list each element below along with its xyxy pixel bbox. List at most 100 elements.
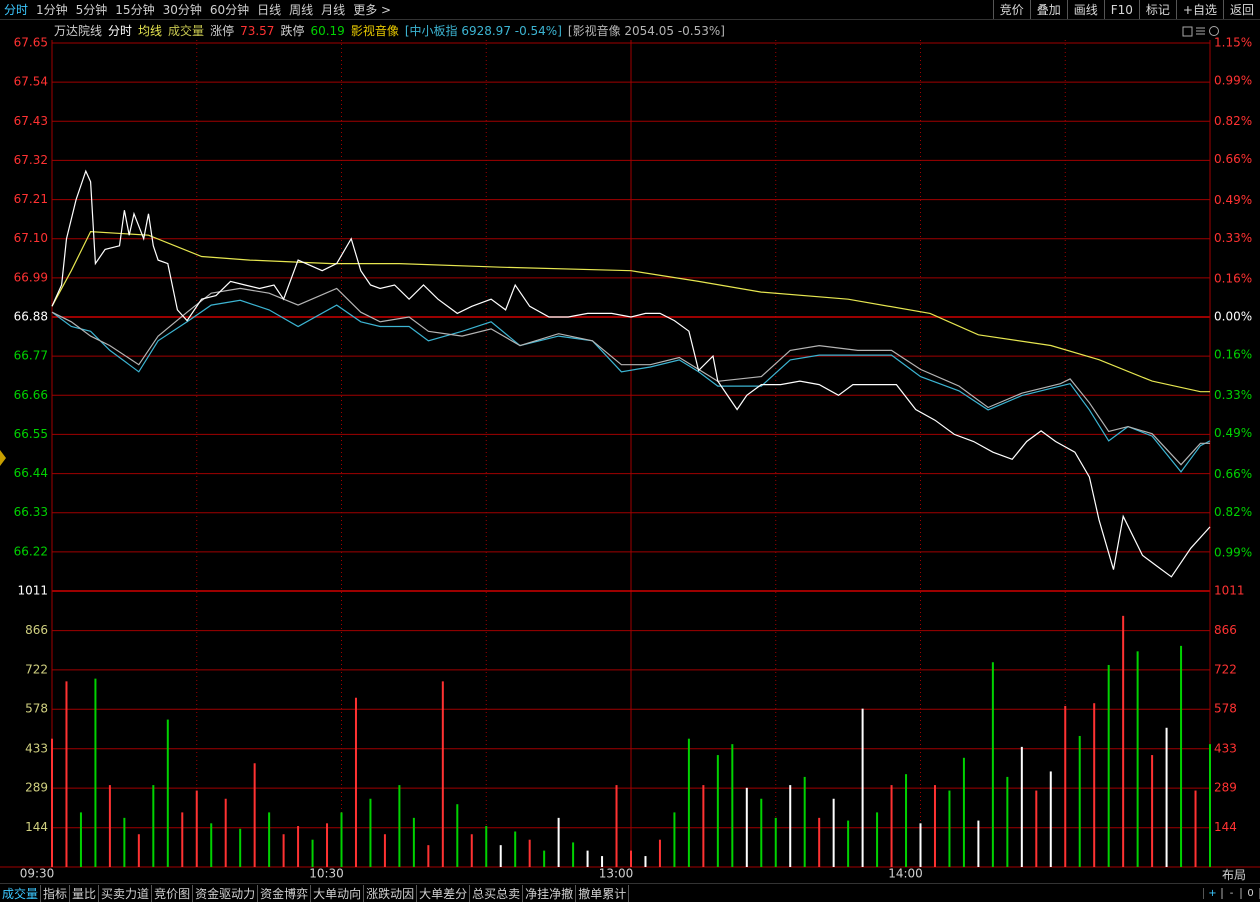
volume-bar xyxy=(166,719,169,867)
period-tab[interactable]: 60分钟 xyxy=(209,3,250,17)
y2-tick-label: 0.49% xyxy=(1214,193,1252,207)
volume-bar xyxy=(268,812,271,867)
indicator-tab[interactable]: 大单差分 xyxy=(417,884,471,902)
volume-bar xyxy=(398,785,401,867)
legend-index-2: [影视音像 2054.05 -0.53%] xyxy=(567,24,725,38)
volume-bar xyxy=(557,817,560,867)
action-button[interactable]: 标记 xyxy=(1138,0,1176,19)
x-tick-label: 14:00 xyxy=(888,867,923,881)
volume-bar xyxy=(774,817,777,867)
volume-bar xyxy=(354,697,357,867)
indicator-tab[interactable]: 竞价图 xyxy=(152,884,194,902)
indicator-tab[interactable]: 撤单累计 xyxy=(576,884,630,902)
volume-bar xyxy=(340,812,343,867)
y-tick-label: 67.21 xyxy=(14,192,48,206)
zoom-button[interactable]: - xyxy=(1222,887,1241,899)
vol-tick-label-right: 866 xyxy=(1214,623,1237,637)
volume-bar xyxy=(282,834,285,867)
volume-bar xyxy=(687,738,690,867)
x-tick-label: 13:00 xyxy=(599,867,634,881)
vol-tick-label-right: 144 xyxy=(1214,820,1237,834)
menu-icon[interactable] xyxy=(1196,27,1205,35)
indicator-tab[interactable]: 量比 xyxy=(70,884,100,902)
action-button[interactable]: 画线 xyxy=(1066,0,1104,19)
close-icon[interactable] xyxy=(1209,26,1219,36)
indicator-tab[interactable]: 资金博弈 xyxy=(258,884,312,902)
period-tab[interactable]: 月线 xyxy=(321,3,346,17)
series-line xyxy=(51,230,1210,393)
legend-index-1: [中小板指 6928.97 -0.54%] xyxy=(404,24,562,38)
y-tick-label: 67.43 xyxy=(14,114,48,128)
volume-bar xyxy=(528,839,531,867)
indicator-tab[interactable]: 大单动向 xyxy=(311,884,365,902)
indicator-tab[interactable]: 指标 xyxy=(41,884,71,902)
volume-bar xyxy=(1064,705,1067,867)
indicator-tab[interactable]: 净挂净撤 xyxy=(523,884,577,902)
volume-bar xyxy=(326,823,329,867)
volume-bar xyxy=(948,790,951,867)
series-line xyxy=(51,287,1210,466)
volume-bar xyxy=(210,823,213,867)
volume-bar xyxy=(94,678,97,867)
y-tick-label: 66.77 xyxy=(14,349,48,363)
volume-bar xyxy=(847,820,850,867)
volume-bar xyxy=(1151,755,1154,867)
y2-tick-label: 0.66% xyxy=(1214,152,1252,166)
window-icon[interactable] xyxy=(1182,26,1193,37)
indicator-tab[interactable]: 买卖力道 xyxy=(99,884,153,902)
period-tab[interactable]: 30分钟 xyxy=(162,3,202,17)
volume-bar xyxy=(789,785,792,867)
vol-tick-label: 289 xyxy=(25,781,48,795)
sector: 影视音像 xyxy=(350,24,399,38)
volume-bar xyxy=(702,785,705,867)
y-tick-label: 66.88 xyxy=(14,310,48,324)
limit-down-label: 跌停 xyxy=(280,24,305,38)
volume-bar xyxy=(499,845,502,867)
layout-button[interactable]: 布局 xyxy=(1222,868,1247,882)
volume-bar xyxy=(658,839,661,867)
y2-tick-label: 0.82% xyxy=(1214,505,1252,519)
legend-avg: 均线 xyxy=(138,24,163,38)
indicator-tab[interactable]: 涨跌动因 xyxy=(364,884,418,902)
zoom-button[interactable]: + xyxy=(1203,887,1222,899)
period-tabs: 分时 1分钟 5分钟 15分钟 30分钟 60分钟 日线 周线 月线 更多 > xyxy=(0,1,395,18)
period-tab[interactable]: 15分钟 xyxy=(115,3,155,17)
zoom-button[interactable]: 0 xyxy=(1241,887,1260,899)
period-tab[interactable]: 周线 xyxy=(289,3,314,17)
volume-bar xyxy=(181,812,184,867)
indicator-tab[interactable]: 总买总卖 xyxy=(470,884,524,902)
legend-volume: 成交量 xyxy=(168,24,205,38)
vol-tick-label-right: 433 xyxy=(1214,741,1237,755)
volume-bar xyxy=(1122,615,1125,867)
vol-tick-label: 578 xyxy=(25,702,48,716)
action-button[interactable]: 竞价 xyxy=(992,0,1030,19)
vol-tick-label: 722 xyxy=(25,662,48,676)
indicator-tab[interactable]: 资金驱动力 xyxy=(193,884,259,902)
period-tab[interactable]: 更多 > xyxy=(353,3,392,17)
y2-tick-label: 0.33% xyxy=(1214,231,1252,245)
volume-bar xyxy=(195,790,198,867)
action-button[interactable]: F10 xyxy=(1103,0,1139,19)
period-tab[interactable]: 5分钟 xyxy=(75,3,108,17)
y2-tick-label: 0.00% xyxy=(1214,310,1252,324)
indicator-tab[interactable]: 成交量 xyxy=(0,884,42,902)
volume-bar xyxy=(601,856,604,867)
y2-tick-label: 0.82% xyxy=(1214,114,1252,128)
volume-bar xyxy=(427,845,430,867)
indicator-tabs: 成交量 指标 量比 买卖力道 竞价图 资金驱动力 资金博弈 大单动向 涨跌动因 大单差分 总买总卖净… xyxy=(0,883,1260,902)
action-button[interactable]: 返回 xyxy=(1222,0,1260,19)
y-tick-label: 66.99 xyxy=(14,270,48,284)
period-tab[interactable]: 1分钟 xyxy=(36,3,68,17)
action-button[interactable]: +自选 xyxy=(1175,0,1223,19)
volume-bar xyxy=(1093,703,1096,867)
volume-bar xyxy=(644,856,647,867)
volume-bar xyxy=(239,828,242,867)
volume-bar xyxy=(253,763,256,867)
volume-bar xyxy=(51,738,53,867)
side-handle[interactable] xyxy=(0,450,6,466)
action-button[interactable]: 叠加 xyxy=(1029,0,1067,19)
volume-bar xyxy=(1194,790,1197,867)
period-tab[interactable]: 分时 xyxy=(4,3,29,17)
period-tab[interactable]: 日线 xyxy=(257,3,282,17)
